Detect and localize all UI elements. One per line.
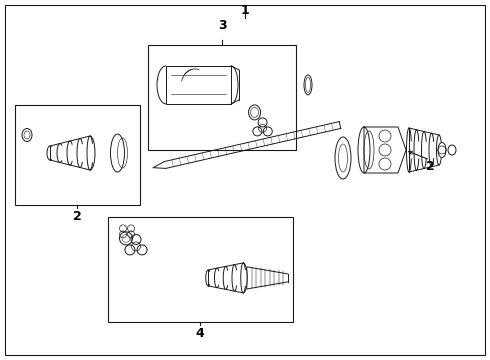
Text: 4: 4	[196, 327, 204, 340]
Text: 2: 2	[426, 160, 434, 173]
Text: 3: 3	[218, 19, 226, 32]
Bar	[108, 217, 293, 322]
Bar	[15, 105, 140, 205]
Bar	[148, 45, 296, 150]
Text: 1: 1	[241, 4, 249, 17]
Text: 2: 2	[73, 210, 81, 223]
Bar	[166, 66, 231, 104]
